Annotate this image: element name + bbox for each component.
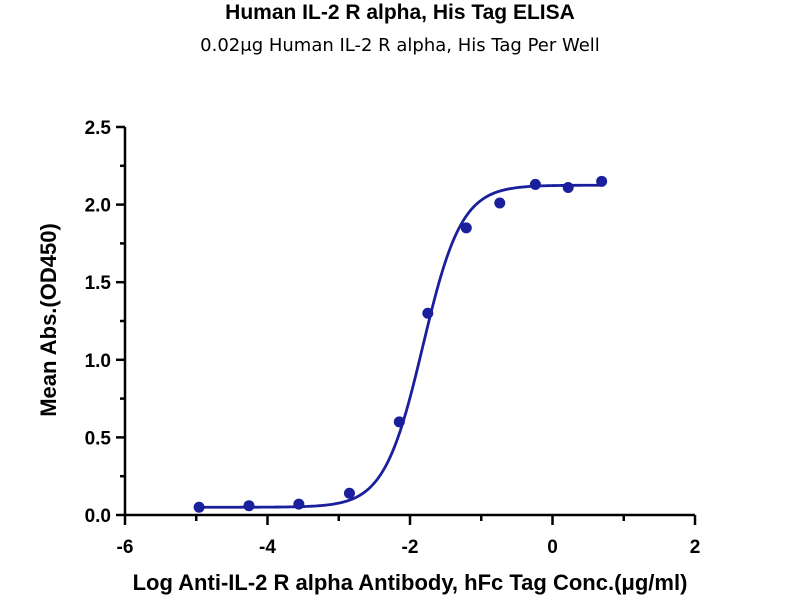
data-point xyxy=(293,498,305,510)
data-point xyxy=(393,416,405,428)
data-point xyxy=(596,175,608,187)
y-tick-label: 2.5 xyxy=(85,118,112,139)
axes: 0.0 0.5 1.0 1.5 2.0 2.5 -6 -4 -2 0 2 xyxy=(85,118,701,558)
data-point xyxy=(562,182,574,194)
data-point xyxy=(243,500,255,512)
fit-curve xyxy=(199,183,602,509)
y-tick-label: 2.0 xyxy=(85,196,111,217)
y-tick-label: 1.5 xyxy=(85,273,112,294)
y-tick-label: 0.5 xyxy=(85,428,112,449)
x-tick-label: -4 xyxy=(259,537,276,558)
x-tick-label: 2 xyxy=(690,537,701,558)
x-tick-label: -2 xyxy=(402,537,419,558)
chart-title: Human IL-2 R alpha, His Tag ELISA xyxy=(225,1,575,24)
data-points-layer xyxy=(193,175,608,513)
data-point xyxy=(460,222,472,234)
y-tick-label: 1.0 xyxy=(85,351,111,372)
chart-subtitle: 0.02μg Human IL-2 R alpha, His Tag Per W… xyxy=(200,35,600,56)
y-tick-label: 0.0 xyxy=(85,506,111,527)
y-axis-label: Mean Abs.(OD450) xyxy=(36,223,61,417)
data-point xyxy=(529,178,541,190)
data-point xyxy=(494,197,506,209)
x-axis-label: Log Anti-IL-2 R alpha Antibody, hFc Tag … xyxy=(133,570,688,595)
data-point xyxy=(343,487,355,499)
x-tick-label: -6 xyxy=(117,537,134,558)
x-tick-label: 0 xyxy=(547,537,558,558)
fit-curve-layer xyxy=(199,183,602,509)
data-point xyxy=(422,307,434,319)
data-point xyxy=(193,501,205,513)
